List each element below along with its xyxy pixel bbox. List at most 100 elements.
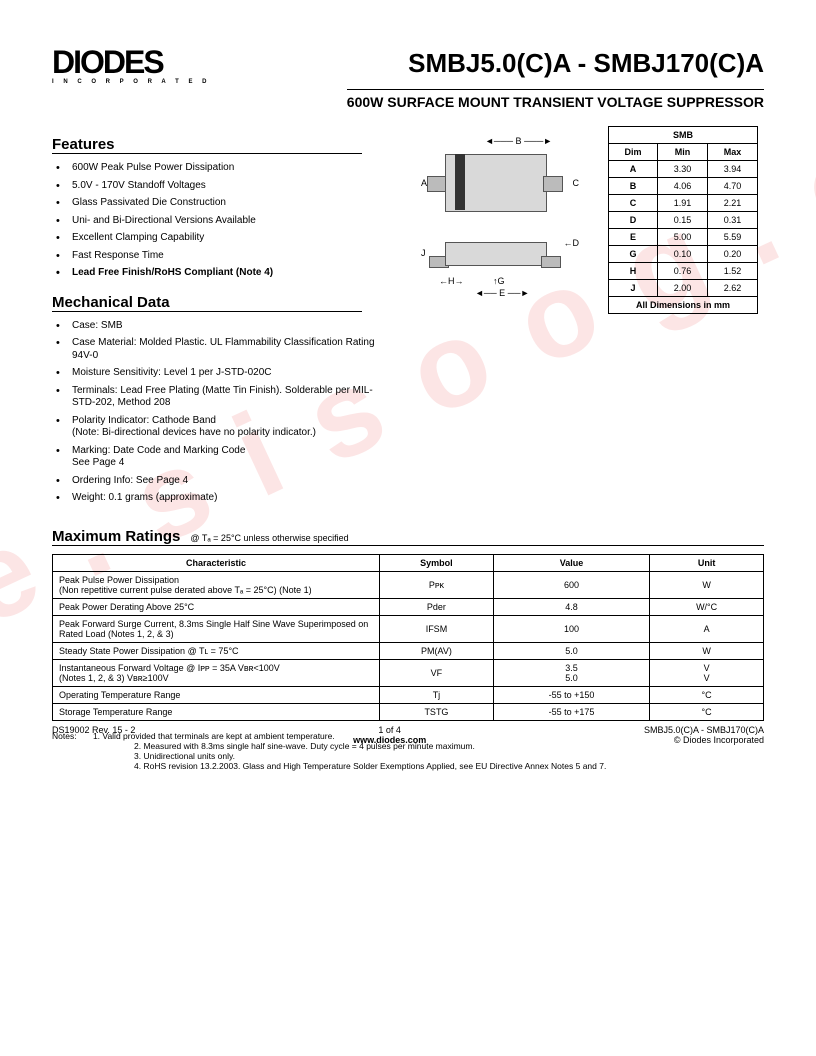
ratings-char: Storage Temperature Range	[53, 703, 380, 720]
ratings-symbol: IFSM	[380, 615, 494, 642]
ratings-symbol: PM(AV)	[380, 642, 494, 659]
dim-cell: 5.59	[707, 229, 757, 246]
mechanical-item: Moisture Sensitivity: Level 1 per J-STD-…	[52, 367, 382, 380]
table-row: Peak Pulse Power Dissipation (Non repeti…	[53, 571, 764, 598]
logo-sub: I N C O R P O R A T E D	[52, 79, 210, 85]
mechanical-title: Mechanical Data	[52, 294, 362, 312]
feature-item: 600W Peak Pulse Power Dissipation	[52, 162, 382, 175]
notes-label: Notes:	[52, 731, 77, 741]
ratings-condition: @ Tₐ = 25°C unless otherwise specified	[190, 533, 348, 543]
ratings-table: CharacteristicSymbolValueUnit Peak Pulse…	[52, 554, 764, 721]
note-item: 2. Measured with 8.3ms single half sine-…	[92, 741, 764, 751]
ratings-char: Peak Power Derating Above 25°C	[53, 598, 380, 615]
dim-cell: 2.00	[658, 280, 708, 297]
title-block: SMBJ5.0(C)A - SMBJ170(C)A 600W SURFACE M…	[347, 48, 764, 110]
ratings-char: Steady State Power Dissipation @ Tʟ = 75…	[53, 642, 380, 659]
mechanical-list: Case: SMB Case Material: Molded Plastic. …	[52, 320, 382, 505]
ratings-unit: V V	[650, 659, 764, 686]
dim-cell: 0.31	[707, 212, 757, 229]
mechanical-item: Polarity Indicator: Cathode Band (Note: …	[52, 415, 382, 440]
dim-header-cell: Min	[658, 144, 708, 161]
part-number: SMBJ5.0(C)A - SMBJ170(C)A	[347, 48, 764, 79]
ratings-unit: °C	[650, 703, 764, 720]
subtitle: 600W SURFACE MOUNT TRANSIENT VOLTAGE SUP…	[347, 89, 764, 110]
table-row: E5.005.59	[609, 229, 758, 246]
dim-cell: 4.70	[707, 178, 757, 195]
header-row: DIODES I N C O R P O R A T E D SMBJ5.0(C…	[52, 48, 764, 110]
dim-cell: C	[609, 195, 658, 212]
note-item: 1. Valid provided that terminals are kep…	[79, 731, 335, 741]
dim-cell: 5.00	[658, 229, 708, 246]
dim-cell: H	[609, 263, 658, 280]
dim-cell: 0.76	[658, 263, 708, 280]
ratings-symbol: Tj	[380, 686, 494, 703]
dim-cell: 0.20	[707, 246, 757, 263]
ratings-title: Maximum Ratings	[52, 528, 180, 545]
features-list: 600W Peak Pulse Power Dissipation 5.0V - …	[52, 162, 382, 280]
table-row: Peak Forward Surge Current, 8.3ms Single…	[53, 615, 764, 642]
table-row: B4.064.70	[609, 178, 758, 195]
dim-cell: 3.30	[658, 161, 708, 178]
table-row: Peak Power Derating Above 25°CPder4.8W/°…	[53, 598, 764, 615]
ratings-value: 5.0	[493, 642, 649, 659]
note-item: 3. Unidirectional units only.	[92, 751, 764, 761]
logo: DIODES I N C O R P O R A T E D	[52, 48, 210, 85]
feature-item: Fast Response Time	[52, 250, 382, 263]
mechanical-item: Case: SMB	[52, 320, 382, 333]
dim-cell: 2.21	[707, 195, 757, 212]
ratings-unit: A	[650, 615, 764, 642]
ratings-unit: W	[650, 571, 764, 598]
ratings-value: -55 to +150	[493, 686, 649, 703]
ratings-unit: W/°C	[650, 598, 764, 615]
dim-cell: G	[609, 246, 658, 263]
dim-cell: 1.52	[707, 263, 757, 280]
ratings-value: 4.8	[493, 598, 649, 615]
dim-cell: 3.94	[707, 161, 757, 178]
ratings-char: Peak Pulse Power Dissipation (Non repeti…	[53, 571, 380, 598]
dim-footer: All Dimensions in mm	[609, 297, 758, 314]
mechanical-item: Case Material: Molded Plastic. UL Flamma…	[52, 337, 382, 362]
ratings-header-cell: Characteristic	[53, 554, 380, 571]
ratings-header-cell: Unit	[650, 554, 764, 571]
dim-cell: B	[609, 178, 658, 195]
ratings-header-cell: Value	[493, 554, 649, 571]
dim-cell: E	[609, 229, 658, 246]
mechanical-item: Weight: 0.1 grams (approximate)	[52, 492, 382, 505]
mechanical-item: Marking: Date Code and Marking Code See …	[52, 445, 382, 470]
dim-cell: 2.62	[707, 280, 757, 297]
table-row: D0.150.31	[609, 212, 758, 229]
dim-cell: 1.91	[658, 195, 708, 212]
dim-header-cell: Dim	[609, 144, 658, 161]
table-row: Operating Temperature RangeTj-55 to +150…	[53, 686, 764, 703]
dim-title: SMB	[609, 127, 758, 144]
table-row: A3.303.94	[609, 161, 758, 178]
ratings-symbol: VF	[380, 659, 494, 686]
ratings-symbol: Pᴘᴋ	[380, 571, 494, 598]
table-row: G0.100.20	[609, 246, 758, 263]
dimension-table: SMB DimMinMax A3.303.94B4.064.70C1.912.2…	[608, 126, 758, 314]
mechanical-item: Ordering Info: See Page 4	[52, 475, 382, 488]
dim-cell: A	[609, 161, 658, 178]
dim-cell: J	[609, 280, 658, 297]
ratings-value: 3.5 5.0	[493, 659, 649, 686]
ratings-char: Instantaneous Forward Voltage @ Iᴘᴘ = 35…	[53, 659, 380, 686]
logo-main: DIODES	[52, 48, 210, 77]
feature-item: 5.0V - 170V Standoff Voltages	[52, 180, 382, 193]
feature-item: Lead Free Finish/RoHS Compliant (Note 4)	[52, 267, 382, 280]
ratings-char: Peak Forward Surge Current, 8.3ms Single…	[53, 615, 380, 642]
dim-cell: D	[609, 212, 658, 229]
notes-block: Notes: 1. Valid provided that terminals …	[52, 731, 764, 771]
mechanical-item: Terminals: Lead Free Plating (Matte Tin …	[52, 385, 382, 410]
ratings-char: Operating Temperature Range	[53, 686, 380, 703]
table-row: Storage Temperature RangeTSTG-55 to +175…	[53, 703, 764, 720]
package-drawing: ◄─── B ───► A C ←D J ←H→ ↑G ◄── E ─	[400, 122, 590, 282]
dim-cell: 0.10	[658, 246, 708, 263]
ratings-unit: W	[650, 642, 764, 659]
ratings-symbol: TSTG	[380, 703, 494, 720]
ratings-symbol: Pder	[380, 598, 494, 615]
ratings-unit: °C	[650, 686, 764, 703]
ratings-value: 600	[493, 571, 649, 598]
dim-cell: 4.06	[658, 178, 708, 195]
ratings-title-row: Maximum Ratings @ Tₐ = 25°C unless other…	[52, 528, 764, 546]
ratings-value: -55 to +175	[493, 703, 649, 720]
